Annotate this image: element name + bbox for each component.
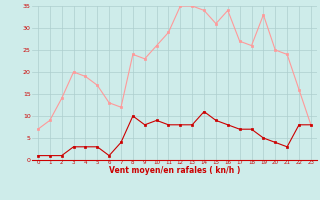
X-axis label: Vent moyen/en rafales ( kn/h ): Vent moyen/en rafales ( kn/h ) bbox=[109, 166, 240, 175]
